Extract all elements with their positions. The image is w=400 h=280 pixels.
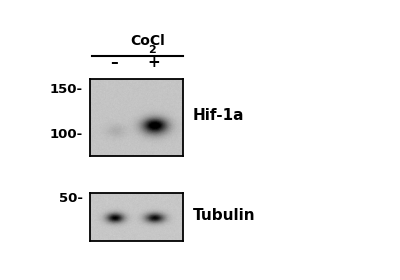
Text: 50-: 50- [58,192,82,205]
Text: 150-: 150- [50,83,82,96]
Text: Tubulin: Tubulin [193,208,255,223]
Text: CoCl: CoCl [130,34,164,48]
Text: 100-: 100- [49,129,82,141]
Text: Hif-1a: Hif-1a [193,108,244,123]
Text: –: – [110,55,118,70]
Text: 2: 2 [148,45,156,55]
Text: +: + [148,55,160,70]
